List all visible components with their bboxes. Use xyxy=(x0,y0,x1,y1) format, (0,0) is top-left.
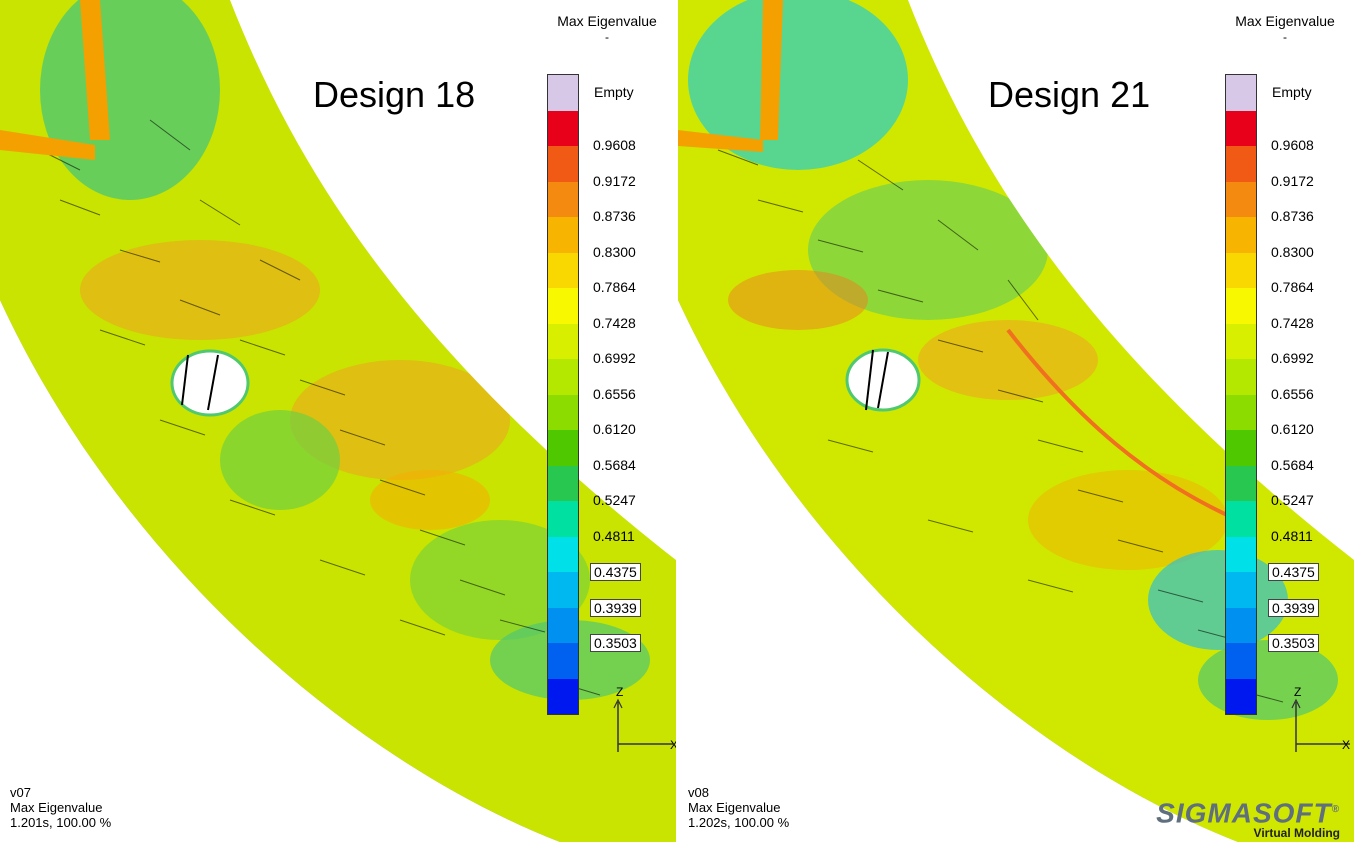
legend-label: 0.8736 xyxy=(593,208,636,224)
legend-label: 0.9172 xyxy=(1271,172,1314,189)
logo-registered-mark: ® xyxy=(1331,804,1340,815)
right-panel: Design 21 Max Eigenvalue - Empty 0.9608 0.… xyxy=(678,0,1354,842)
color-legend-bar xyxy=(547,74,579,715)
z-axis-label: Z xyxy=(616,685,623,699)
legend-unit: - xyxy=(605,30,609,44)
legend-swatch xyxy=(548,323,578,359)
legend-swatch xyxy=(548,643,578,679)
legend-label: 0.6992 xyxy=(593,350,636,366)
legend-label: 0.6556 xyxy=(1271,385,1314,402)
left-panel: Design 18 Max Eigenvalue - Empty 0.9608 0.… xyxy=(0,0,676,842)
legend-label: 0.3939 xyxy=(1268,598,1319,617)
legend-swatch xyxy=(548,465,578,501)
legend-swatch xyxy=(1226,181,1256,217)
logo-tagline: Virtual Molding xyxy=(1253,826,1340,841)
legend-label: 0.6556 xyxy=(593,385,636,402)
legend-swatch xyxy=(548,394,578,430)
logo-wordmark: SIGMASOFT® xyxy=(1150,795,1340,828)
legend-label: 0.4375 xyxy=(1268,563,1319,581)
legend-swatch xyxy=(548,181,578,217)
legend-unit: - xyxy=(1283,30,1287,44)
legend-title: Max Eigenvalue xyxy=(557,13,657,29)
legend-label: 0.6120 xyxy=(593,421,636,437)
x-axis-label: X xyxy=(1342,738,1351,752)
legend-swatch xyxy=(548,252,578,288)
logo-name: SIGMASOFT xyxy=(1156,797,1332,829)
legend-swatch xyxy=(548,146,578,182)
legend-label: 0.4811 xyxy=(1271,527,1313,544)
legend-label: 0.5247 xyxy=(1271,492,1314,508)
legend-swatch xyxy=(1226,430,1256,466)
status-version: v08 xyxy=(688,785,709,800)
legend-swatch xyxy=(1226,217,1256,253)
axis-triad: Z xyxy=(613,685,673,752)
legend-label: 0.9608 xyxy=(1271,137,1314,153)
axis-triad: Z xyxy=(1291,685,1350,752)
legend-swatch xyxy=(548,607,578,643)
legend-label: 0.7428 xyxy=(593,314,636,331)
legend-label: 0.6992 xyxy=(1271,350,1314,366)
status-time: 1.201s, 100.00 % xyxy=(10,815,112,830)
status-field: Max Eigenvalue xyxy=(10,800,103,815)
panel-divider xyxy=(676,0,678,842)
legend-swatch xyxy=(548,501,578,537)
legend-label: 0.4375 xyxy=(590,563,641,581)
legend-swatch xyxy=(1226,146,1256,182)
legend-label: 0.9172 xyxy=(593,172,636,189)
legend-label: 0.3503 xyxy=(590,634,641,652)
legend-label: 0.7864 xyxy=(1271,279,1314,295)
sigmasoft-logo: SIGMASOFT® Virtual Molding xyxy=(1150,795,1340,841)
legend-label: 0.8300 xyxy=(593,243,636,260)
legend-swatch xyxy=(548,110,578,146)
status-text: v07 Max Eigenvalue 1.201s, 100.00 % xyxy=(10,785,111,830)
legend-swatch xyxy=(1226,394,1256,430)
status-version: v07 xyxy=(10,785,31,800)
legend-title: Max Eigenvalue xyxy=(1235,13,1335,29)
legend-label: 0.8736 xyxy=(1271,208,1314,224)
legend-swatch xyxy=(1226,323,1256,359)
legend-label: 0.8300 xyxy=(1271,243,1314,260)
design-title: Design 21 xyxy=(988,74,1151,115)
legend-swatch xyxy=(1226,110,1256,146)
legend-label: 0.9608 xyxy=(593,137,636,153)
status-field: Max Eigenvalue xyxy=(688,800,781,815)
legend-swatch-empty xyxy=(1226,75,1256,111)
legend-label: 0.5684 xyxy=(1271,456,1314,473)
design-title: Design 18 xyxy=(313,74,476,115)
legend-label: 0.4811 xyxy=(593,527,635,544)
legend-swatch xyxy=(1226,501,1256,537)
legend-label-empty: Empty xyxy=(594,83,634,100)
legend-swatch xyxy=(1226,288,1256,324)
legend-swatch xyxy=(548,359,578,395)
legend-swatch-empty xyxy=(548,75,578,111)
legend-label: 0.7428 xyxy=(1271,314,1314,331)
color-legend-bar xyxy=(1225,74,1257,715)
legend-swatch xyxy=(1226,359,1256,395)
legend-swatch xyxy=(548,678,578,714)
legend-swatch xyxy=(548,430,578,466)
legend-label: 0.3503 xyxy=(1268,634,1319,652)
legend-swatch xyxy=(548,536,578,572)
legend-label: 0.5247 xyxy=(593,492,636,508)
legend-swatch xyxy=(1226,607,1256,643)
legend-swatch xyxy=(548,217,578,253)
legend-swatch xyxy=(1226,643,1256,679)
legend-swatch xyxy=(548,572,578,608)
legend-label-empty: Empty xyxy=(1272,83,1312,100)
legend-swatch xyxy=(1226,572,1256,608)
legend-swatch xyxy=(1226,252,1256,288)
z-axis-label: Z xyxy=(1294,685,1301,699)
legend-swatch xyxy=(548,288,578,324)
x-axis-label: X xyxy=(670,738,676,752)
legend-label: 0.7864 xyxy=(593,279,636,295)
legend-label: 0.3939 xyxy=(590,598,641,617)
legend-label: 0.5684 xyxy=(593,456,636,473)
legend-swatch xyxy=(1226,536,1256,572)
legend-swatch xyxy=(1226,678,1256,714)
status-time: 1.202s, 100.00 % xyxy=(688,815,790,830)
legend-label: 0.6120 xyxy=(1271,421,1314,437)
legend-swatch xyxy=(1226,465,1256,501)
status-text: v08 Max Eigenvalue 1.202s, 100.00 % xyxy=(688,785,789,830)
